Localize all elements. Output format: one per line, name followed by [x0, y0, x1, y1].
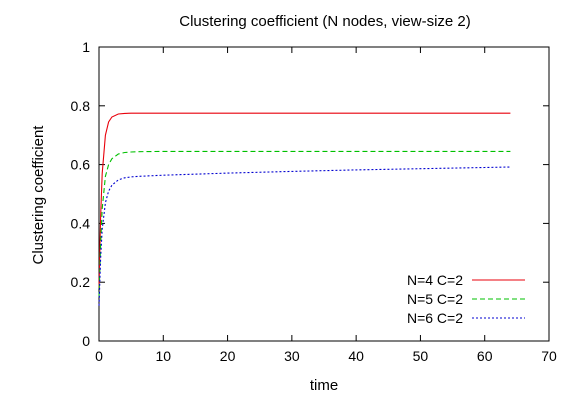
legend: N=4 C=2 N=5 C=2 N=6 C=2 [407, 272, 525, 326]
plot-area-frame [98, 46, 550, 342]
x-tick-label: 40 [348, 348, 364, 364]
x-tick-label: 60 [477, 348, 493, 364]
x-axis-label: time [310, 377, 338, 394]
x-tick-label: 70 [541, 348, 557, 364]
legend-label: N=6 C=2 [407, 310, 463, 326]
series-lines [98, 112, 511, 306]
y-tick-label: 0 [82, 333, 90, 349]
y-tick-label: 1 [82, 39, 90, 55]
x-tick-label: 10 [155, 348, 171, 364]
legend-label: N=4 C=2 [407, 272, 463, 288]
x-tick-labels: 0 10 20 30 40 50 60 70 [95, 348, 557, 364]
series-line-1 [98, 112, 511, 289]
axis-ticks [98, 46, 550, 342]
y-tick-label: 0.8 [71, 98, 91, 114]
legend-label: N=5 C=2 [407, 291, 463, 307]
y-axis-label: Clustering coefficient [30, 125, 47, 265]
series-line-2 [98, 150, 511, 297]
y-tick-label: 0.6 [71, 157, 91, 173]
x-tick-label: 50 [413, 348, 429, 364]
y-tick-label: 0.4 [71, 215, 91, 231]
chart-title: Clustering coefficient (N nodes, view-si… [179, 13, 471, 30]
y-tick-label: 0.2 [71, 274, 91, 290]
x-tick-label: 20 [220, 348, 236, 364]
x-tick-label: 30 [284, 348, 300, 364]
y-tick-labels: 0 0.2 0.4 0.6 0.8 1 [71, 39, 91, 349]
x-tick-label: 0 [95, 348, 103, 364]
